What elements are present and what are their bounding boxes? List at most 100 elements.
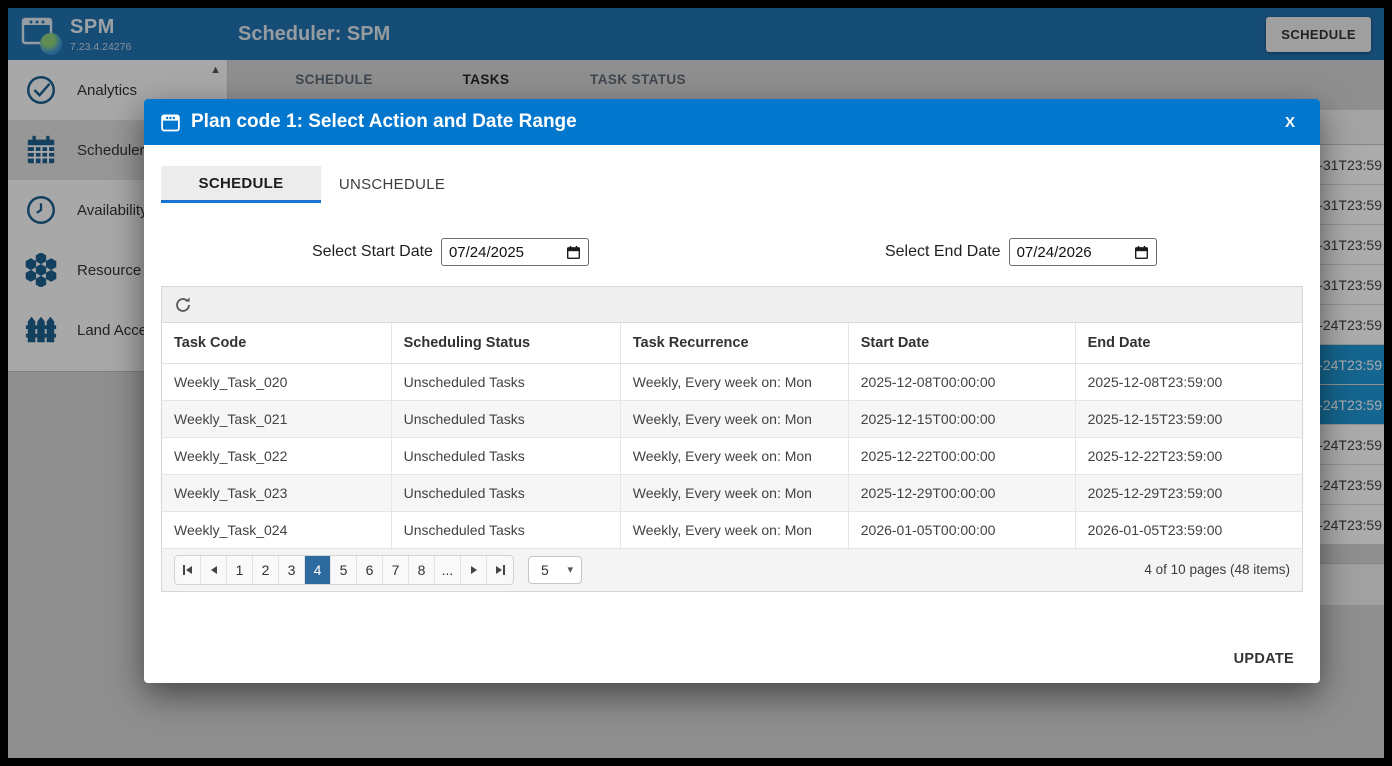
calendar-picker-icon[interactable] (566, 245, 581, 260)
close-icon[interactable]: X (1284, 113, 1295, 131)
tab-task-status[interactable]: TASK STATUS (590, 72, 686, 87)
date-range-row: Select Start Date 07/24/2025 Select End … (144, 237, 1320, 267)
next-page-button[interactable] (461, 555, 487, 584)
sidebar-item-resource-groups[interactable]: Resource G (8, 240, 227, 300)
sidebar-item-label: Resource G (77, 261, 158, 279)
sidebar-item-label: Availability (77, 201, 148, 219)
page-button-3[interactable]: 3 (279, 555, 305, 584)
update-button[interactable]: UPDATE (1233, 651, 1294, 667)
sidebar-item-label: Land Acces (77, 321, 155, 339)
cell-end-date: 2025-12-08T23:59:00 (1075, 363, 1302, 401)
tab-schedule[interactable]: SCHEDULE (295, 72, 373, 87)
fence-icon (22, 311, 60, 349)
table-header-row: Task Code Scheduling Status Task Recurre… (162, 323, 1302, 364)
cell-end-date: 2025-12-22T23:59:00 (1075, 437, 1302, 475)
start-date-input[interactable]: 07/24/2025 (440, 238, 589, 266)
page-button-2[interactable]: 2 (253, 555, 279, 584)
page-button-1[interactable]: 1 (227, 555, 253, 584)
col-task-code[interactable]: Task Code (162, 323, 392, 364)
dialog-header: Plan code 1: Select Action and Date Rang… (144, 99, 1320, 145)
tasks-grid: Task Code Scheduling Status Task Recurre… (161, 286, 1303, 592)
more-pages-button[interactable]: ... (435, 555, 461, 584)
cell-start-date: 2025-12-08T00:00:00 (848, 363, 1076, 401)
end-date-group: Select End Date 07/24/2026 (885, 238, 1157, 266)
col-task-recurrence[interactable]: Task Recurrence (620, 323, 849, 364)
col-end-date[interactable]: End Date (1075, 323, 1302, 364)
calendar-icon (161, 113, 180, 131)
start-date-value: 07/24/2025 (448, 243, 525, 261)
prev-page-button[interactable] (201, 555, 227, 584)
cell-start-date: 2025-12-15T00:00:00 (848, 400, 1076, 438)
last-page-button[interactable] (487, 556, 513, 584)
prev-page-icon (210, 565, 217, 574)
app-version: 7.23.4.24276 (70, 40, 132, 53)
globe-icon (40, 33, 62, 55)
table-row[interactable]: Weekly_Task_024 Unscheduled Tasks Weekly… (162, 511, 1302, 549)
page-button-4-current[interactable]: 4 (305, 555, 331, 584)
calendar-grid-icon (22, 131, 60, 169)
col-scheduling-status[interactable]: Scheduling Status (391, 323, 621, 364)
table-row[interactable]: Weekly_Task_023 Unscheduled Tasks Weekly… (162, 474, 1302, 512)
cell-start-date: 2025-12-29T00:00:00 (848, 474, 1076, 512)
page-button-6[interactable]: 6 (357, 555, 383, 584)
cell-task-recurrence: Weekly, Every week on: Mon (620, 474, 849, 512)
pagination-bar: 1 2 3 4 5 6 7 8 ... 5 ▾ 4 of 10 pages (4… (162, 548, 1302, 591)
schedule-button[interactable]: SCHEDULE (1266, 16, 1371, 52)
clock-icon (22, 191, 60, 229)
scroll-up-icon[interactable]: ▲ (210, 64, 221, 76)
tab-unschedule-action[interactable]: UNSCHEDULE (338, 176, 446, 193)
cell-scheduling-status: Unscheduled Tasks (391, 363, 621, 401)
cell-start-date: 2026-01-05T00:00:00 (848, 511, 1076, 549)
page-button-7[interactable]: 7 (383, 555, 409, 584)
cell-end-date: 2025-12-29T23:59:00 (1075, 474, 1302, 512)
cell-task-recurrence: Weekly, Every week on: Mon (620, 437, 849, 475)
cell-task-recurrence: Weekly, Every week on: Mon (620, 400, 849, 438)
tab-schedule-action[interactable]: SCHEDULE (161, 166, 321, 203)
cell-scheduling-status: Unscheduled Tasks (391, 474, 621, 512)
first-page-icon (186, 565, 192, 574)
cell-start-date: 2025-12-22T00:00:00 (848, 437, 1076, 475)
col-start-date[interactable]: Start Date (848, 323, 1076, 364)
end-date-input[interactable]: 07/24/2026 (1008, 238, 1157, 266)
end-date-value: 07/24/2026 (1016, 243, 1092, 261)
pager-info: 4 of 10 pages (48 items) (1144, 562, 1290, 577)
page-title: Scheduler: SPM (238, 22, 391, 45)
main-header: Scheduler: SPM SCHEDULE (228, 8, 1384, 60)
cell-scheduling-status: Unscheduled Tasks (391, 400, 621, 438)
main-tabs: SCHEDULE TASKS TASK STATUS (228, 60, 1384, 99)
calendar-picker-icon[interactable] (1134, 245, 1149, 260)
cell-scheduling-status: Unscheduled Tasks (391, 511, 621, 549)
logo-section: SPM 7.23.4.24276 (8, 8, 228, 60)
end-date-label: Select End Date (884, 243, 1001, 260)
cell-task-recurrence: Weekly, Every week on: Mon (620, 511, 849, 549)
sidebar-item-availability[interactable]: Availability (8, 180, 227, 240)
sidebar-item-label: Scheduler (77, 141, 145, 159)
next-page-icon (470, 565, 477, 574)
sidebar-item-land-access[interactable]: Land Acces (8, 300, 227, 360)
page-button-8[interactable]: 8 (409, 555, 435, 584)
page-size-value: 5 (541, 561, 549, 578)
page-button-5[interactable]: 5 (331, 555, 357, 584)
tasks-table: Task Code Scheduling Status Task Recurre… (162, 323, 1302, 549)
table-row[interactable]: Weekly_Task_022 Unscheduled Tasks Weekly… (162, 437, 1302, 475)
plan-dialog: Plan code 1: Select Action and Date Rang… (144, 99, 1320, 683)
refresh-icon[interactable] (174, 296, 192, 314)
logo-text: SPM 7.23.4.24276 (70, 16, 131, 53)
cell-task-code: Weekly_Task_022 (162, 437, 392, 475)
table-row[interactable]: Weekly_Task_020 Unscheduled Tasks Weekly… (162, 363, 1302, 401)
pagination-buttons: 1 2 3 4 5 6 7 8 ... (174, 554, 514, 585)
first-page-button[interactable] (175, 555, 201, 584)
page-size-select[interactable]: 5 ▾ (528, 555, 582, 584)
sidebar-item-analytics[interactable]: Analytics (8, 60, 227, 120)
cell-task-code: Weekly_Task_024 (162, 511, 392, 549)
cell-task-code: Weekly_Task_021 (162, 400, 392, 438)
start-date-group: Select Start Date 07/24/2025 (312, 238, 589, 266)
tab-tasks[interactable]: TASKS (462, 72, 510, 87)
sidebar-item-label: Analytics (77, 81, 138, 99)
cell-task-code: Weekly_Task_020 (162, 363, 392, 401)
table-row[interactable]: Weekly_Task_021 Unscheduled Tasks Weekly… (162, 400, 1302, 438)
dialog-title: Plan code 1: Select Action and Date Rang… (191, 111, 577, 132)
last-page-icon (495, 565, 502, 574)
cell-scheduling-status: Unscheduled Tasks (391, 437, 621, 475)
app-window: SPM 7.23.4.24276 Scheduler: SPM SCHEDULE… (8, 8, 1384, 758)
